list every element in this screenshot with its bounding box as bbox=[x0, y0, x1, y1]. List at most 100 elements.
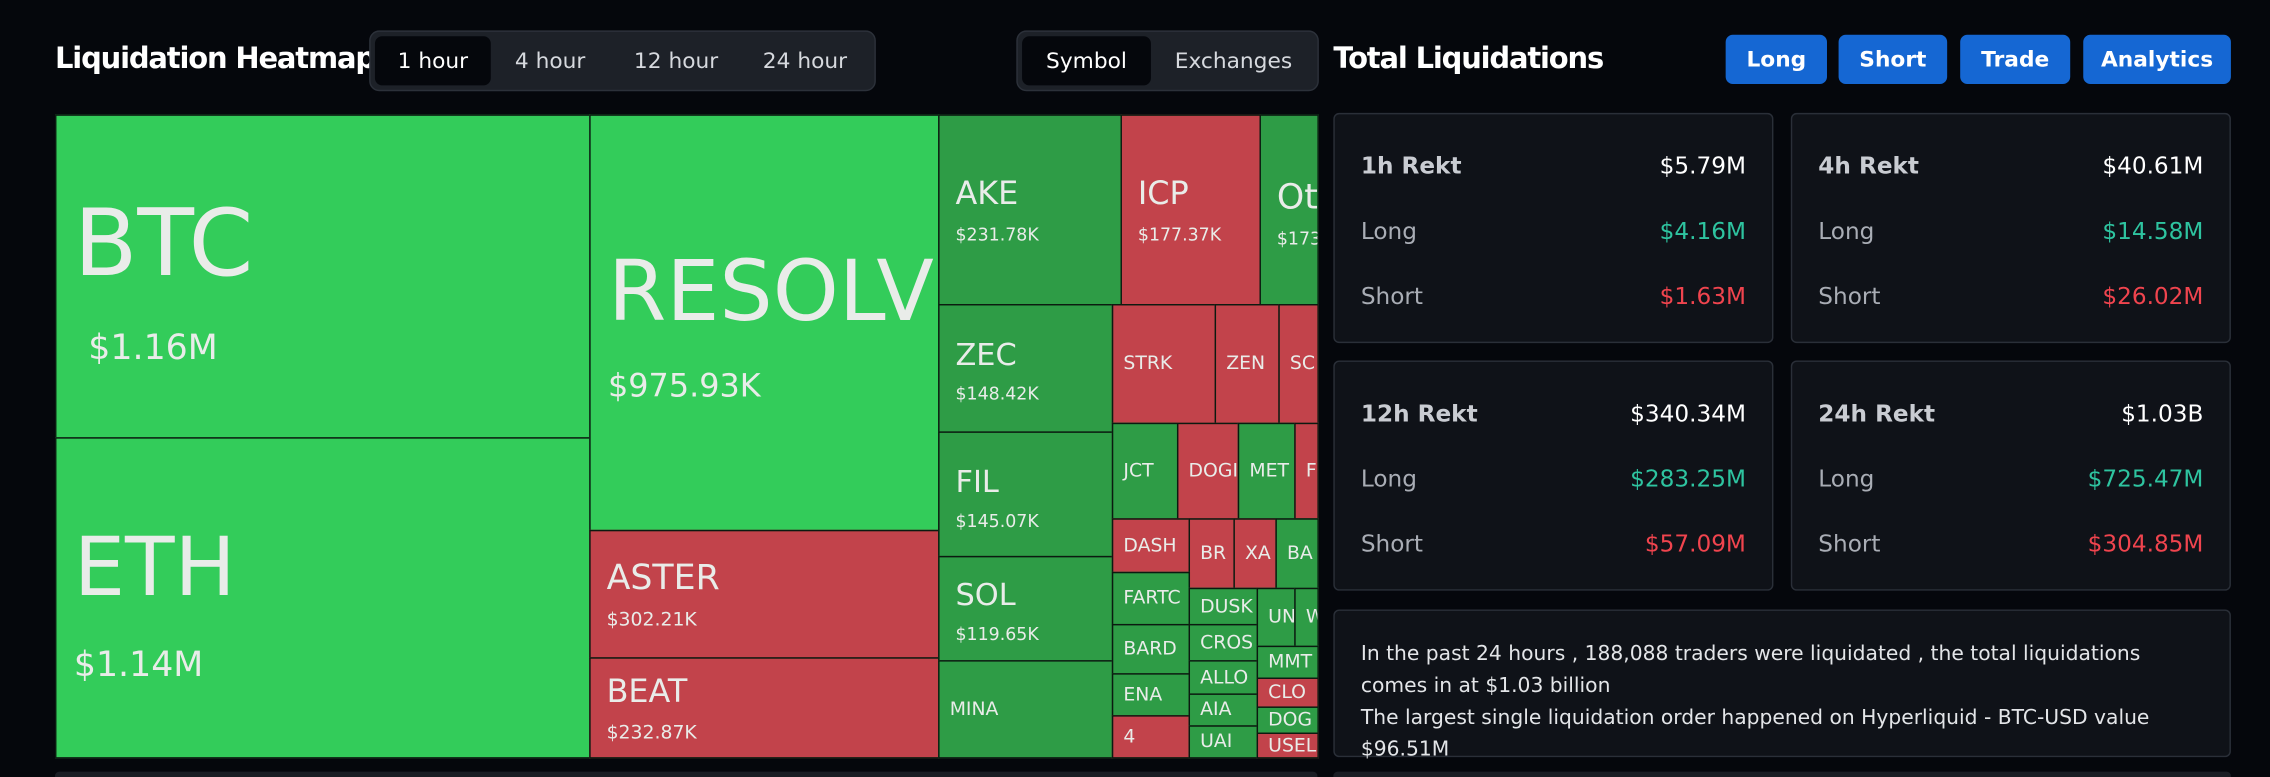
tile-label: ZEN bbox=[1226, 353, 1266, 375]
tile-label: BA bbox=[1287, 542, 1313, 565]
tile-label: ETH bbox=[73, 521, 236, 616]
card-row: Long $283.25M bbox=[1361, 465, 1746, 493]
button[interactable]: Short bbox=[1838, 34, 1948, 84]
card-row: Short $304.85M bbox=[1818, 530, 2203, 558]
row-value: $57.09M bbox=[1644, 529, 1746, 558]
stat-card: 24h Rekt $1.03B Long $725.47M Short $304.85M bbox=[1790, 360, 2231, 591]
tile-label: SOL bbox=[955, 577, 1016, 613]
tile-label: BR bbox=[1200, 542, 1227, 565]
heatmap-tile[interactable]: FIL $145.07K bbox=[938, 431, 1114, 558]
row-label: Long bbox=[1360, 217, 1417, 245]
heatmap-tile[interactable]: STRK bbox=[1111, 304, 1217, 425]
heatmap-tile[interactable]: UN bbox=[1256, 587, 1296, 648]
info-line: In the past 24 hours , 188,088 traders w… bbox=[1360, 642, 2141, 698]
stat-card: 4h Rekt $40.61M Long $14.58M Short $26.02M bbox=[1790, 112, 2231, 344]
heatmap-tile[interactable]: 4 bbox=[1111, 715, 1191, 759]
heatmap-tile[interactable]: ZEN bbox=[1214, 304, 1280, 425]
time-tab[interactable]: 12 hour bbox=[633, 47, 719, 74]
time-tab[interactable]: 1 hour bbox=[374, 36, 491, 86]
tile-label: DOG bbox=[1268, 709, 1313, 732]
card-row: Short $57.09M bbox=[1361, 530, 1746, 558]
view-tab[interactable]: Symbol bbox=[1022, 36, 1151, 86]
tile-label: MMT bbox=[1268, 651, 1313, 674]
heatmap-tile[interactable]: ICP $177.37K bbox=[1120, 114, 1261, 306]
heatmap-tile[interactable]: FARTC bbox=[1111, 571, 1191, 626]
tile-label: UAI bbox=[1200, 731, 1233, 753]
tile-label: DOGI bbox=[1188, 460, 1239, 483]
button[interactable]: Trade bbox=[1960, 34, 2071, 84]
heatmap-tile[interactable]: SC bbox=[1278, 304, 1319, 425]
heatmap-tile[interactable]: XA bbox=[1233, 518, 1277, 590]
heatmap-tile[interactable]: W bbox=[1294, 587, 1319, 648]
tile-label: RESOLV bbox=[608, 241, 934, 341]
tile-label: FIL bbox=[955, 464, 999, 500]
tile-label: 4 bbox=[1123, 726, 1136, 748]
time-tab[interactable]: 24 hour bbox=[762, 47, 848, 74]
tile-label: BTC bbox=[73, 191, 254, 299]
tile-label: W bbox=[1306, 607, 1318, 629]
card-total: $1.03B bbox=[2121, 399, 2204, 428]
heatmap-tile[interactable]: MMT bbox=[1256, 645, 1319, 679]
heatmap-tile[interactable]: MINA bbox=[938, 660, 1114, 759]
heatmap-tile[interactable]: BARD bbox=[1111, 623, 1191, 675]
row-value: $14.58M bbox=[2102, 217, 2204, 245]
card-total: $340.34M bbox=[1630, 399, 1746, 428]
heatmap-tile[interactable]: AKE $231.78K bbox=[938, 114, 1122, 306]
tile-value: $231.78K bbox=[955, 224, 1039, 245]
button[interactable]: Long bbox=[1725, 34, 1827, 84]
heatmap-tile[interactable]: Ot $173 bbox=[1259, 114, 1319, 306]
row-label: Short bbox=[1360, 529, 1423, 558]
tile-value: $145.07K bbox=[955, 511, 1039, 532]
info-box: In the past 24 hours , 188,088 traders w… bbox=[1333, 609, 2231, 761]
heatmap-tile[interactable]: ASTER $302.21K bbox=[589, 529, 940, 659]
row-value: $1.63M bbox=[1659, 282, 1746, 310]
heatmap-tile[interactable]: ALLO bbox=[1188, 660, 1259, 695]
tile-label: JCT bbox=[1123, 460, 1154, 483]
tile-label: STRK bbox=[1123, 353, 1173, 375]
heatmap-tile[interactable]: UAI bbox=[1188, 725, 1259, 759]
heatmap-tile[interactable]: ENA bbox=[1111, 673, 1191, 717]
tile-label: UN bbox=[1268, 606, 1296, 629]
button[interactable]: Analytics bbox=[2083, 34, 2231, 84]
heatmap-tile[interactable]: ETH $1.14M bbox=[55, 437, 591, 759]
heatmap-tile[interactable]: DOG bbox=[1256, 706, 1319, 734]
tile-label: XA bbox=[1245, 542, 1271, 565]
heatmap-tile[interactable]: CLO bbox=[1256, 677, 1319, 708]
heatmap-tile[interactable]: BA bbox=[1275, 518, 1319, 590]
tile-label: DASH bbox=[1123, 534, 1177, 557]
card-header: 1h Rekt $5.79M bbox=[1361, 152, 1746, 180]
heatmap-tile[interactable]: MET bbox=[1237, 422, 1296, 520]
heatmap-tile[interactable]: USEL bbox=[1256, 732, 1319, 759]
tile-label: F bbox=[1305, 460, 1317, 483]
tile-label: Ot bbox=[1276, 176, 1318, 218]
card-header: 24h Rekt $1.03B bbox=[1818, 400, 2203, 428]
tile-label: BARD bbox=[1123, 638, 1177, 661]
info-line: The largest single liquidation order hap… bbox=[1360, 706, 2150, 762]
heatmap-tile[interactable]: CROS bbox=[1188, 623, 1259, 662]
heatmap-tile[interactable]: SOL $119.65K bbox=[938, 555, 1114, 662]
heatmap-tile[interactable]: BTC $1.16M bbox=[55, 114, 591, 439]
view-tab[interactable]: Exchanges bbox=[1174, 47, 1293, 74]
heatmap-tile[interactable]: AIA bbox=[1188, 693, 1259, 727]
card-row: Short $1.63M bbox=[1361, 282, 1746, 310]
stat-card: 1h Rekt $5.79M Long $4.16M Short $1.63M bbox=[1333, 112, 1774, 344]
tile-label: SC bbox=[1289, 353, 1316, 375]
heatmap-tile[interactable]: RESOLV $975.93K bbox=[589, 114, 940, 532]
heatmap-tile[interactable]: JCT bbox=[1111, 422, 1179, 520]
heatmap-tile[interactable]: DOGI bbox=[1176, 422, 1240, 520]
time-tabs: 1 hour 4 hour 12 hour 24 hour bbox=[369, 30, 876, 92]
heatmap-tile[interactable]: DUSK bbox=[1188, 587, 1259, 626]
card-title: 24h Rekt bbox=[1818, 399, 1936, 428]
tile-value: $232.87K bbox=[606, 722, 697, 745]
time-tab[interactable]: 4 hour bbox=[514, 47, 586, 74]
card-total: $5.79M bbox=[1659, 152, 1746, 180]
row-value: $26.02M bbox=[2102, 282, 2204, 310]
heatmap-tile[interactable]: DASH bbox=[1111, 518, 1191, 574]
tile-label: AIA bbox=[1200, 699, 1232, 721]
heatmap-tile[interactable]: BR bbox=[1188, 518, 1235, 590]
heatmap-tile[interactable]: BEAT $232.87K bbox=[589, 657, 940, 759]
heatmap-tile[interactable]: ZEC $148.42K bbox=[938, 304, 1114, 433]
tile-label: CLO bbox=[1268, 681, 1306, 704]
heatmap-tile[interactable]: F bbox=[1294, 422, 1319, 520]
